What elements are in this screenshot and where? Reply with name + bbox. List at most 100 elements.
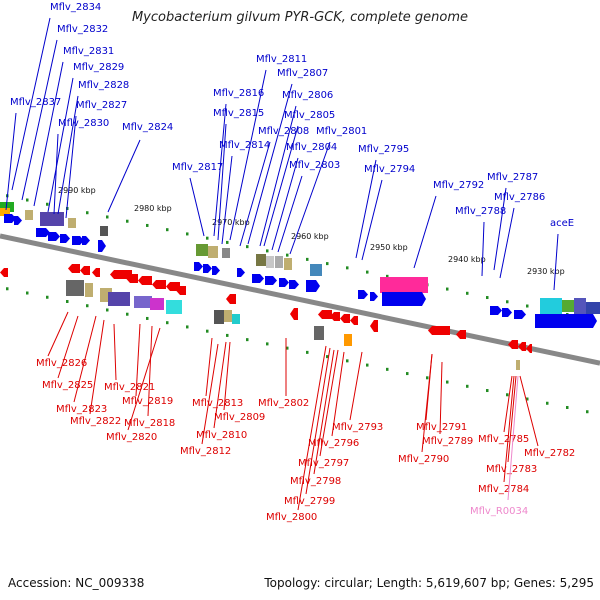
gene-feature-box[interactable] — [85, 283, 93, 297]
gene-label-rna[interactable]: Mflv_R0034 — [470, 506, 528, 517]
reverse-gene-arrow[interactable] — [330, 312, 340, 321]
gene-feature-box[interactable] — [0, 202, 14, 212]
reverse-gene-arrow[interactable] — [176, 286, 186, 295]
forward-gene-arrow[interactable] — [370, 292, 378, 301]
gene-label-forward[interactable]: Mflv_2794 — [364, 164, 415, 175]
gene-label-reverse[interactable]: Mflv_2800 — [266, 512, 317, 523]
gene-label-forward[interactable]: Mflv_2815 — [213, 108, 264, 119]
gene-label-reverse[interactable]: Mflv_2785 — [478, 434, 529, 445]
forward-gene-arrow[interactable] — [306, 280, 320, 292]
gene-label-forward[interactable]: Mflv_2792 — [433, 180, 484, 191]
reverse-gene-arrow[interactable] — [68, 264, 80, 273]
gene-label-forward[interactable]: Mflv_2824 — [122, 122, 173, 133]
gene-label-forward[interactable]: Mflv_2816 — [213, 88, 264, 99]
gene-label-forward[interactable]: Mflv_2811 — [256, 54, 307, 65]
gene-label-forward[interactable]: Mflv_2817 — [172, 162, 223, 173]
gene-label-forward[interactable]: Mflv_2831 — [63, 46, 114, 57]
gene-feature-box[interactable] — [222, 248, 230, 258]
gene-feature-box[interactable] — [66, 280, 84, 296]
gene-label-reverse[interactable]: Mflv_2797 — [298, 458, 349, 469]
gene-label-forward[interactable]: Mflv_2804 — [286, 142, 337, 153]
gene-label-reverse[interactable]: Mflv_2783 — [486, 464, 537, 475]
reverse-gene-arrow[interactable] — [226, 294, 236, 304]
gene-label-forward[interactable]: Mflv_2834 — [50, 2, 101, 13]
reverse-gene-arrow[interactable] — [526, 344, 532, 353]
reverse-gene-arrow[interactable] — [370, 320, 378, 332]
gene-feature-box[interactable] — [166, 300, 182, 314]
gene-feature-box[interactable] — [25, 210, 33, 220]
gene-label-reverse[interactable]: Mflv_2789 — [422, 436, 473, 447]
gene-feature-box[interactable] — [562, 300, 574, 312]
reverse-gene-arrow[interactable] — [152, 280, 166, 289]
gene-feature-box[interactable] — [0, 208, 10, 216]
gene-label-reverse[interactable]: Mflv_2822 — [70, 416, 121, 427]
reverse-gene-arrow[interactable] — [290, 308, 298, 320]
gene-label-forward[interactable]: Mflv_2806 — [282, 90, 333, 101]
gene-feature-box[interactable] — [100, 226, 108, 236]
gene-label-forward[interactable]: Mflv_2787 — [487, 172, 538, 183]
gene-feature-box[interactable] — [574, 298, 586, 314]
gene-feature-box[interactable] — [68, 218, 76, 228]
gene-feature-box[interactable] — [275, 256, 283, 268]
gene-label-reverse[interactable]: Mflv_2790 — [398, 454, 449, 465]
forward-gene-arrow[interactable] — [252, 274, 264, 283]
gene-feature-box[interactable] — [516, 360, 520, 370]
forward-gene-arrow[interactable] — [237, 268, 245, 277]
gene-label-forward[interactable]: Mflv_2832 — [57, 24, 108, 35]
gene-feature-box[interactable] — [266, 256, 274, 268]
reverse-gene-arrow[interactable] — [110, 270, 132, 279]
gene-label-reverse[interactable]: Mflv_2791 — [416, 422, 467, 433]
reverse-gene-arrow[interactable] — [456, 330, 466, 339]
forward-gene-arrow[interactable] — [212, 266, 220, 275]
gene-label-reverse[interactable]: Mflv_2810 — [196, 430, 247, 441]
forward-gene-arrow[interactable] — [14, 216, 22, 225]
gene-label-reverse[interactable]: Mflv_2782 — [524, 448, 575, 459]
reverse-gene-arrow[interactable] — [126, 274, 138, 283]
reverse-gene-arrow[interactable] — [138, 276, 152, 285]
forward-gene-arrow[interactable] — [358, 290, 368, 299]
gene-label-reverse[interactable]: Mflv_2823 — [56, 404, 107, 415]
reverse-gene-arrow[interactable] — [166, 282, 180, 291]
gene-label-forward[interactable]: Mflv_2808 — [258, 126, 309, 137]
reverse-gene-arrow[interactable] — [0, 268, 8, 277]
gene-label-reverse[interactable]: Mflv_2821 — [104, 382, 155, 393]
gene-feature-box[interactable] — [108, 292, 130, 306]
gene-label-reverse[interactable]: Mflv_2799 — [284, 496, 335, 507]
gene-label-forward[interactable]: Mflv_2837 — [10, 97, 61, 108]
forward-gene-arrow[interactable] — [279, 278, 289, 287]
forward-gene-arrow[interactable] — [535, 314, 597, 328]
gene-feature-box[interactable] — [256, 254, 266, 266]
gene-feature-box[interactable] — [224, 310, 232, 322]
gene-feature-box[interactable] — [284, 258, 292, 270]
forward-gene-arrow[interactable] — [194, 262, 203, 271]
gene-label-forward[interactable]: Mflv_2807 — [277, 68, 328, 79]
forward-gene-arrow[interactable] — [48, 232, 60, 241]
reverse-gene-arrow[interactable] — [92, 268, 100, 277]
forward-gene-arrow[interactable] — [289, 280, 299, 289]
gene-label-forward[interactable]: aceE — [550, 218, 574, 229]
gene-feature-box[interactable] — [300, 288, 302, 290]
reverse-gene-arrow[interactable] — [428, 326, 450, 335]
gene-label-forward[interactable]: Mflv_2830 — [58, 118, 109, 129]
reverse-gene-arrow[interactable] — [350, 316, 358, 325]
gene-label-reverse[interactable]: Mflv_2793 — [332, 422, 383, 433]
gene-label-reverse[interactable]: Mflv_2784 — [478, 484, 529, 495]
gene-label-reverse[interactable]: Mflv_2826 — [36, 358, 87, 369]
gene-feature-box[interactable] — [196, 244, 208, 256]
gene-label-forward[interactable]: Mflv_2801 — [316, 126, 367, 137]
gene-feature-box[interactable] — [310, 264, 322, 276]
forward-gene-arrow[interactable] — [265, 276, 277, 285]
gene-feature-box[interactable] — [540, 298, 562, 314]
gene-label-reverse[interactable]: Mflv_2796 — [308, 438, 359, 449]
reverse-gene-arrow[interactable] — [80, 266, 90, 275]
gene-feature-box[interactable] — [214, 310, 224, 324]
gene-label-reverse[interactable]: Mflv_2820 — [106, 432, 157, 443]
gene-feature-box[interactable] — [344, 334, 352, 346]
forward-gene-arrow[interactable] — [36, 228, 50, 237]
gene-label-forward[interactable]: Mflv_2827 — [76, 100, 127, 111]
forward-gene-arrow[interactable] — [502, 308, 512, 317]
forward-gene-arrow[interactable] — [4, 214, 16, 223]
gene-label-forward[interactable]: Mflv_2814 — [219, 140, 270, 151]
gene-label-reverse[interactable]: Mflv_2825 — [42, 380, 93, 391]
forward-gene-arrow[interactable] — [82, 236, 90, 245]
